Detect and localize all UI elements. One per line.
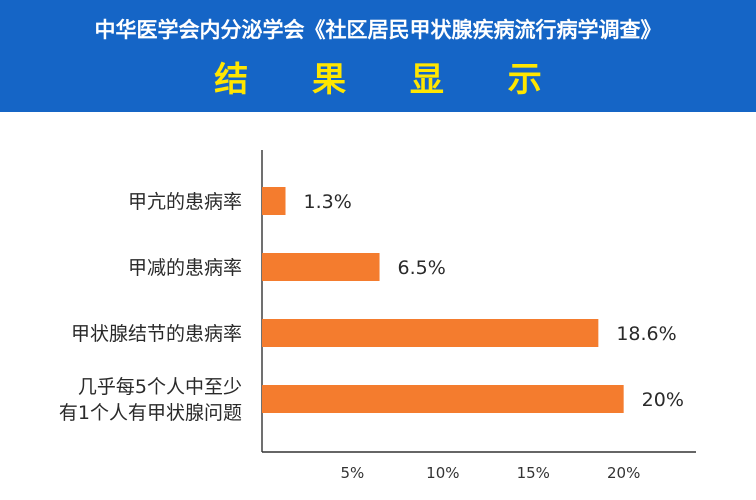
bar-chart: 甲亢的患病率 1.3% 甲减的患病率 6.5% 甲状腺结节的患病率 18.6% 几乎每5个人… [59,150,696,482]
value-label: 1.3% [304,191,352,213]
value-label: 20% [642,389,684,411]
x-tick-label: 10% [426,464,459,482]
page-title: 中华医学会内分泌学会《社区居民甲状腺疾病流行病学调查》 [94,18,662,42]
bar [262,385,624,413]
bar [262,253,380,281]
x-tick-label: 20% [607,464,640,482]
category-label: 几乎每5个人中至少有1个人有甲状腺问题 [59,376,242,424]
category-label: 甲减的患病率 [128,257,242,279]
value-label: 18.6% [616,323,676,345]
category-label: 甲状腺结节的患病率 [71,323,242,345]
category-label: 甲亢的患病率 [128,191,242,213]
page-subtitle: 结 果 显 示 [214,60,568,100]
value-label: 6.5% [398,257,446,279]
x-tick-label: 5% [341,464,365,482]
header-banner: 中华医学会内分泌学会《社区居民甲状腺疾病流行病学调查》 结 果 显 示 [0,0,756,112]
bar [262,319,599,347]
x-tick-label: 15% [517,464,550,482]
bar [262,187,286,215]
